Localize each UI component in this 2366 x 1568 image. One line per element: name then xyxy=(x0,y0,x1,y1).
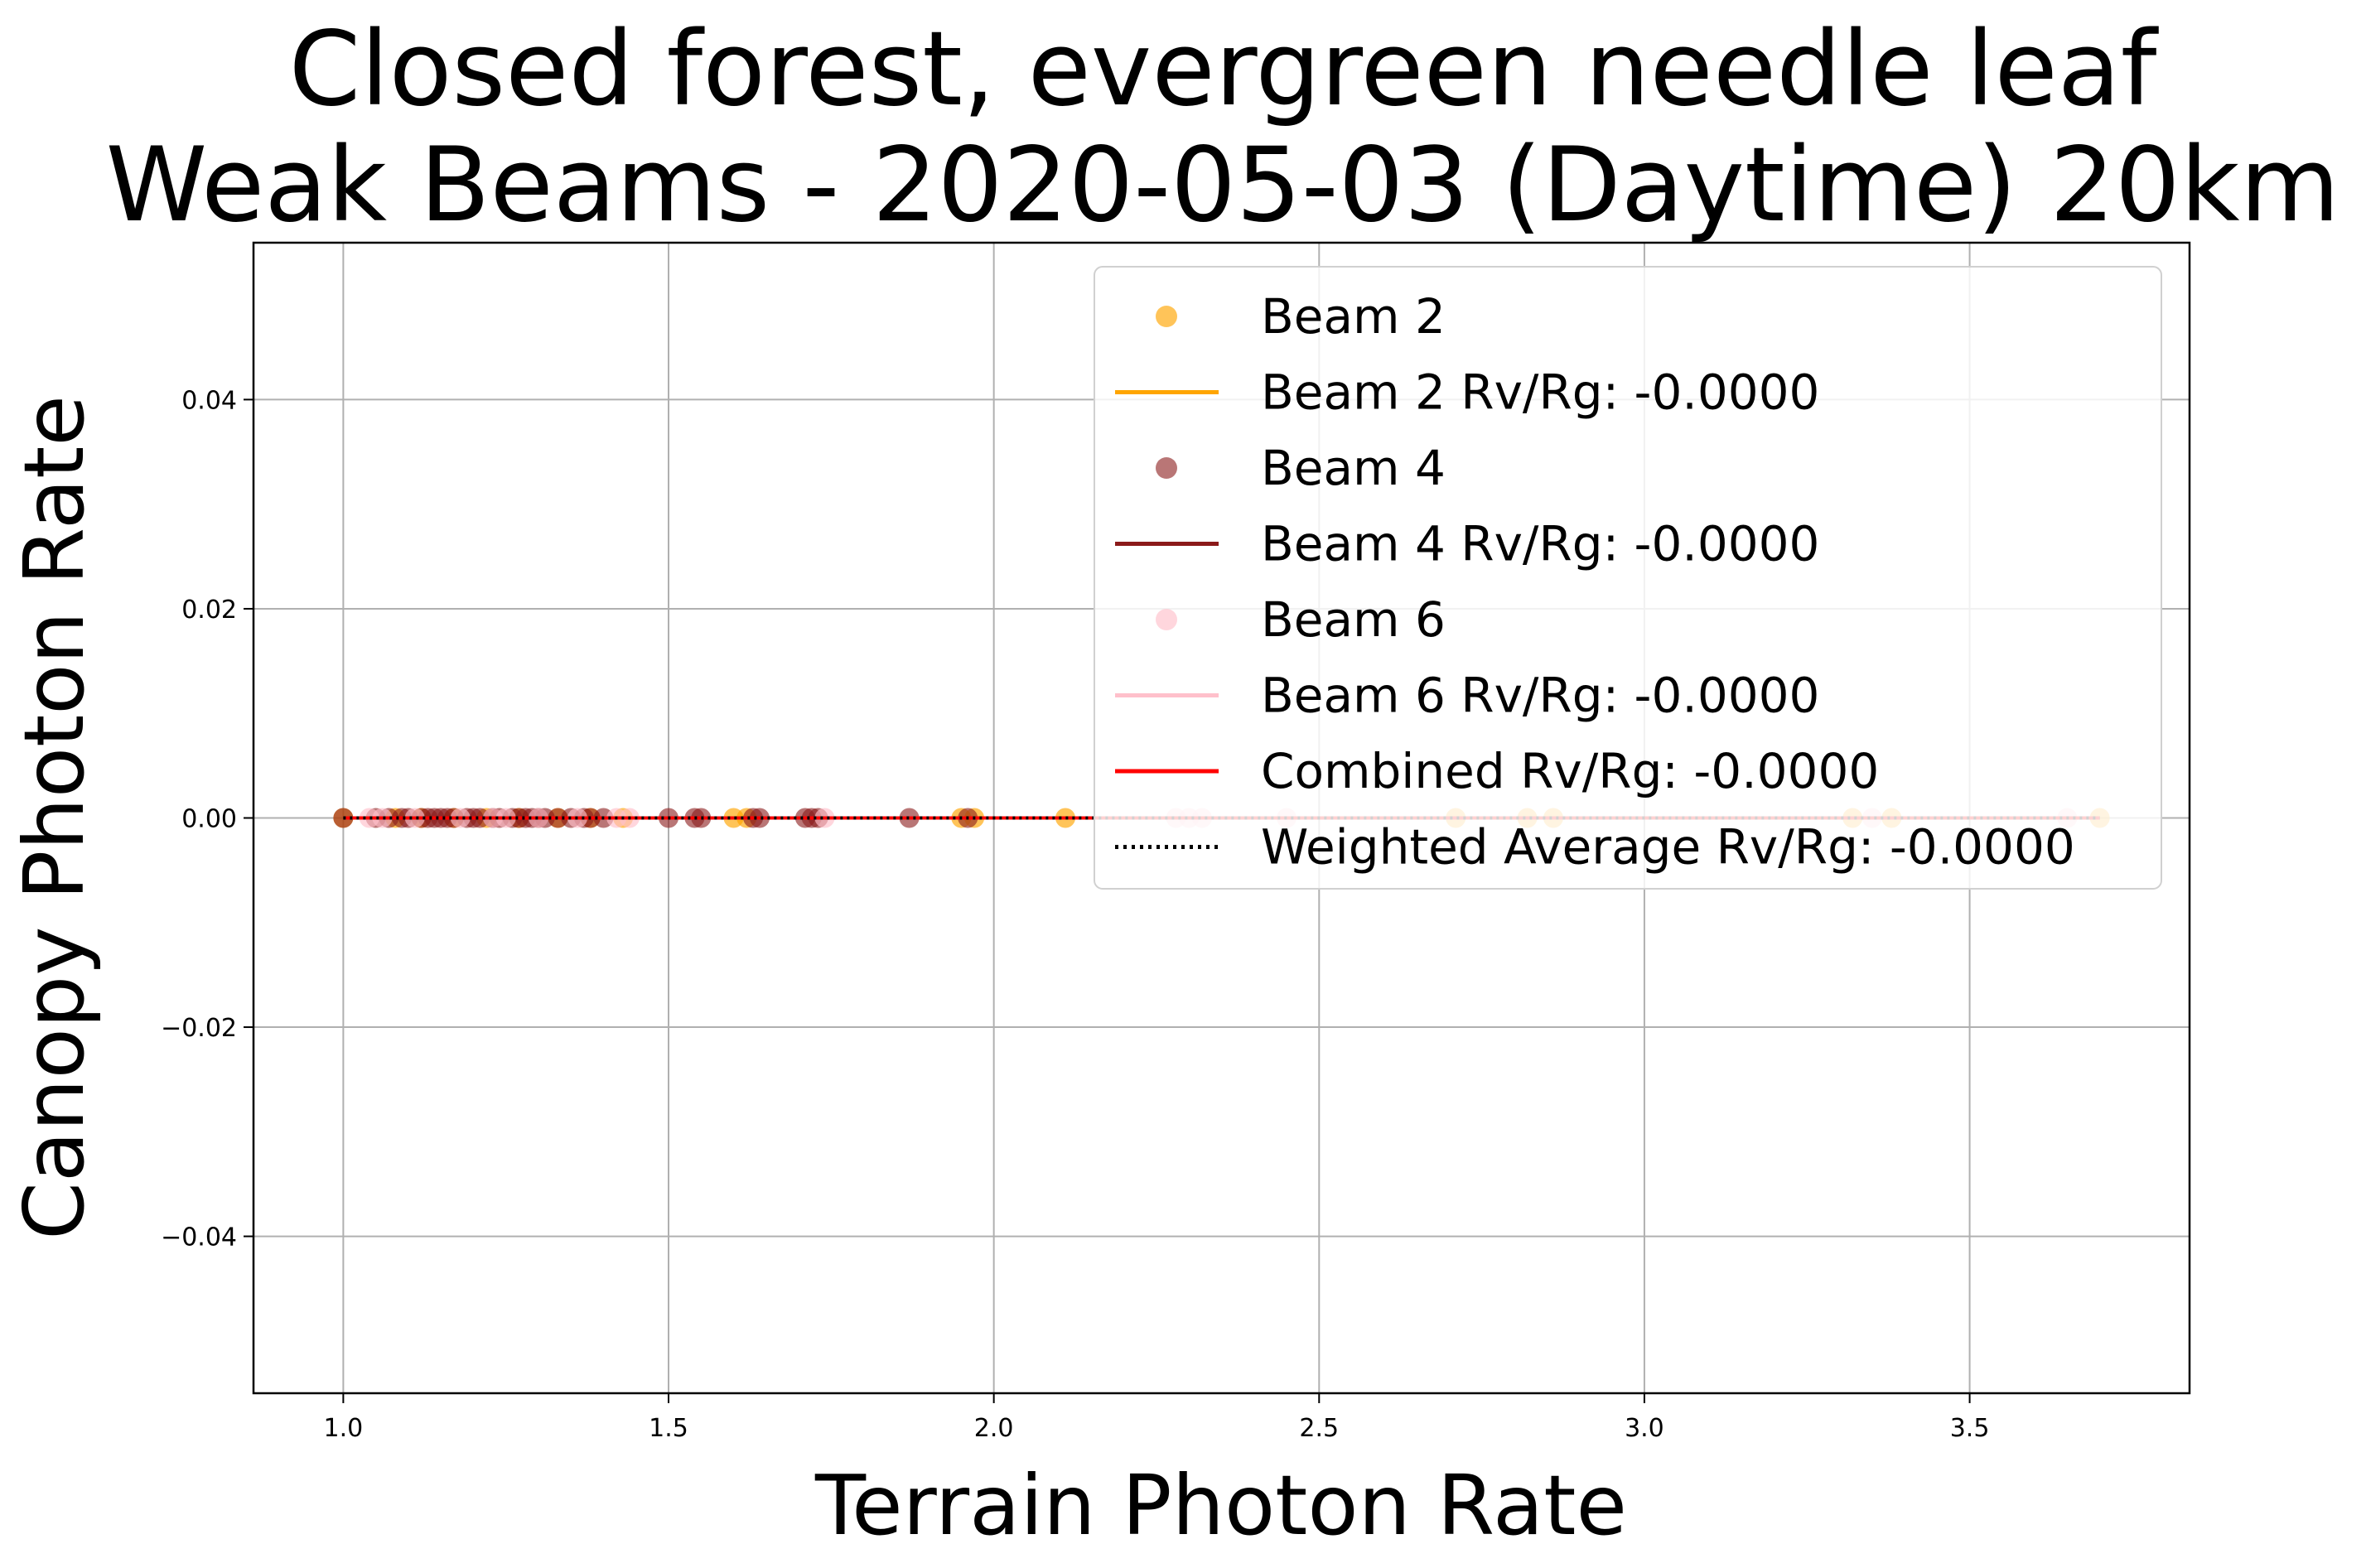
y-tick-label: 0.02 xyxy=(181,596,237,625)
legend: Beam 2 Beam 2 Rv/Rg: -0.0000 Beam 4 Beam 4 … xyxy=(1094,266,2162,890)
legend-label: Beam 2 xyxy=(1261,288,1446,345)
x-tick-label: 2.5 xyxy=(1299,1414,1339,1443)
y-tick-label: −0.04 xyxy=(161,1223,237,1252)
x-axis-label: Terrain Photon Rate xyxy=(814,1457,1627,1554)
y-tick-label: 0.04 xyxy=(181,386,237,415)
legend-label: Beam 4 Rv/Rg: -0.0000 xyxy=(1261,516,1819,572)
legend-box xyxy=(1094,266,2162,890)
legend-label: Beam 6 xyxy=(1261,591,1446,648)
y-axis-label: Canopy Photon Rate xyxy=(6,395,103,1240)
legend-marker xyxy=(1156,306,1177,327)
legend-label: Beam 2 Rv/Rg: -0.0000 xyxy=(1261,364,1819,421)
legend-label: Beam 6 Rv/Rg: -0.0000 xyxy=(1261,668,1819,724)
y-tick-label: −0.02 xyxy=(161,1014,237,1043)
legend-label: Weighted Average Rv/Rg: -0.0000 xyxy=(1261,819,2075,876)
legend-label: Combined Rv/Rg: -0.0000 xyxy=(1261,743,1879,799)
x-tick-label: 3.0 xyxy=(1625,1414,1664,1443)
y-tick-label: 0.00 xyxy=(181,805,237,834)
axis-ticks: 1.0 1.5 2.0 2.5 3.0 3.5 0.04 0.02 0.00 −0.02 −0.04 xyxy=(161,386,1989,1443)
x-tick-label: 1.0 xyxy=(324,1414,364,1443)
x-tick-label: 3.5 xyxy=(1950,1414,1990,1443)
chart-title-line-2: Weak Beams - 2020-05-03 (Daytime) 20km xyxy=(106,126,2340,245)
x-tick-label: 2.0 xyxy=(974,1414,1014,1443)
legend-label: Beam 4 xyxy=(1261,440,1446,496)
x-tick-label: 1.5 xyxy=(649,1414,688,1443)
legend-marker xyxy=(1156,457,1177,479)
chart-title-line-1: Closed forest, evergreen needle leaf xyxy=(289,10,2160,129)
legend-marker xyxy=(1156,609,1177,630)
